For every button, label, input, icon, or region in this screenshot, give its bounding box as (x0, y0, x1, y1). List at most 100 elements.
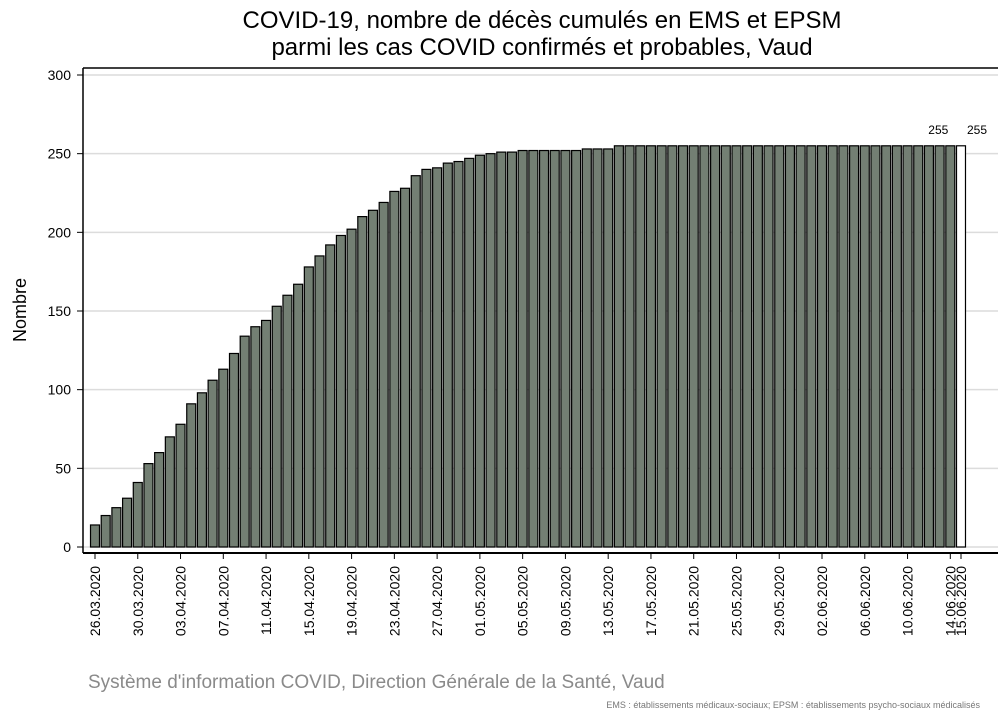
x-tick-label: 30.03.2020 (130, 566, 146, 636)
bar (517, 149, 528, 548)
bar (196, 392, 208, 548)
bar (410, 175, 421, 548)
bar (175, 423, 186, 548)
bar (581, 148, 592, 548)
bar (859, 145, 870, 548)
bar (154, 452, 165, 548)
bar (891, 145, 902, 548)
bar (271, 305, 282, 548)
bar (795, 145, 806, 548)
bar (838, 145, 849, 548)
x-tick-label: 01.05.2020 (472, 566, 488, 636)
bar (881, 145, 892, 548)
bar (816, 145, 828, 548)
bar (538, 149, 550, 548)
x-tick-label: 07.04.2020 (215, 566, 231, 636)
bar (560, 149, 571, 548)
bar (774, 145, 785, 548)
bar (827, 145, 838, 548)
bar (239, 335, 250, 548)
x-tick-label: 21.05.2020 (686, 566, 702, 636)
y-tick-label: 300 (48, 67, 72, 83)
x-tick-label: 29.05.2020 (771, 566, 787, 636)
value-label: 255 (967, 123, 987, 137)
bar (335, 234, 346, 548)
x-tick-label: 05.05.2020 (515, 566, 531, 636)
y-tick-label: 150 (48, 303, 72, 319)
bar (485, 153, 496, 548)
bar (421, 168, 432, 548)
value-label: 255 (928, 123, 948, 137)
x-tick-label: 19.04.2020 (344, 566, 360, 636)
x-tick-label: 02.06.2020 (814, 566, 830, 636)
x-tick-label: 25.05.2020 (728, 566, 744, 636)
bar (635, 145, 646, 548)
bar (699, 145, 710, 548)
bar (592, 148, 603, 548)
x-tick-label: 10.06.2020 (900, 566, 916, 636)
bar (923, 145, 935, 548)
bar (763, 145, 774, 548)
x-tick-label: 15.06.2020 (953, 566, 969, 636)
bar (934, 145, 945, 548)
bar (186, 403, 197, 548)
bar (303, 266, 314, 548)
x-tick-label: 26.03.2020 (87, 566, 103, 636)
x-tick-label: 11.04.2020 (258, 566, 274, 635)
bar (955, 145, 967, 548)
bar (132, 481, 143, 548)
bar (752, 145, 763, 548)
bar (378, 201, 389, 548)
bar (250, 326, 261, 548)
bar (228, 352, 240, 548)
bar (314, 255, 325, 548)
chart-title: COVID-19, nombre de décès cumulés en EMS… (243, 7, 842, 34)
bar (325, 244, 336, 548)
x-tick-label: 23.04.2020 (386, 566, 402, 636)
bar (848, 145, 860, 548)
x-tick-label: 03.04.2020 (173, 566, 189, 636)
x-tick-label: 27.04.2020 (429, 566, 445, 636)
bar (357, 216, 368, 548)
bar (677, 145, 689, 548)
x-tick-label: 15.04.2020 (301, 566, 317, 636)
bar (656, 145, 667, 548)
bar (389, 190, 400, 548)
bar (474, 154, 485, 548)
bar (442, 162, 453, 548)
bar (645, 145, 657, 548)
bar (218, 368, 229, 548)
bar (432, 167, 443, 548)
bar (164, 436, 175, 548)
bar (121, 497, 133, 548)
bar (624, 145, 635, 548)
bar (453, 160, 464, 548)
bar (399, 187, 411, 548)
bar (207, 379, 218, 548)
bar (100, 514, 111, 548)
bar (720, 145, 731, 548)
bar (603, 148, 614, 548)
chart-title: parmi les cas COVID confirmés et probabl… (271, 34, 812, 61)
bar (731, 145, 742, 548)
bar (506, 151, 518, 548)
bar (282, 294, 293, 548)
bar (346, 228, 357, 548)
x-tick-label: 09.05.2020 (557, 566, 573, 636)
bar (913, 145, 924, 548)
bar (528, 149, 539, 548)
x-tick-label: 06.06.2020 (857, 566, 873, 636)
bar (571, 149, 582, 548)
x-tick-label: 14.06.2020 (942, 566, 958, 636)
y-tick-label: 200 (48, 224, 72, 240)
bar (464, 157, 475, 548)
bar (143, 463, 154, 548)
source: Système d'information COVID, Direction G… (88, 672, 665, 693)
bar (89, 524, 101, 548)
bar (613, 145, 624, 548)
y-tick-label: 0 (63, 539, 71, 555)
bar (784, 145, 796, 548)
bar (367, 209, 379, 548)
bar (945, 145, 956, 548)
bar (260, 319, 272, 548)
